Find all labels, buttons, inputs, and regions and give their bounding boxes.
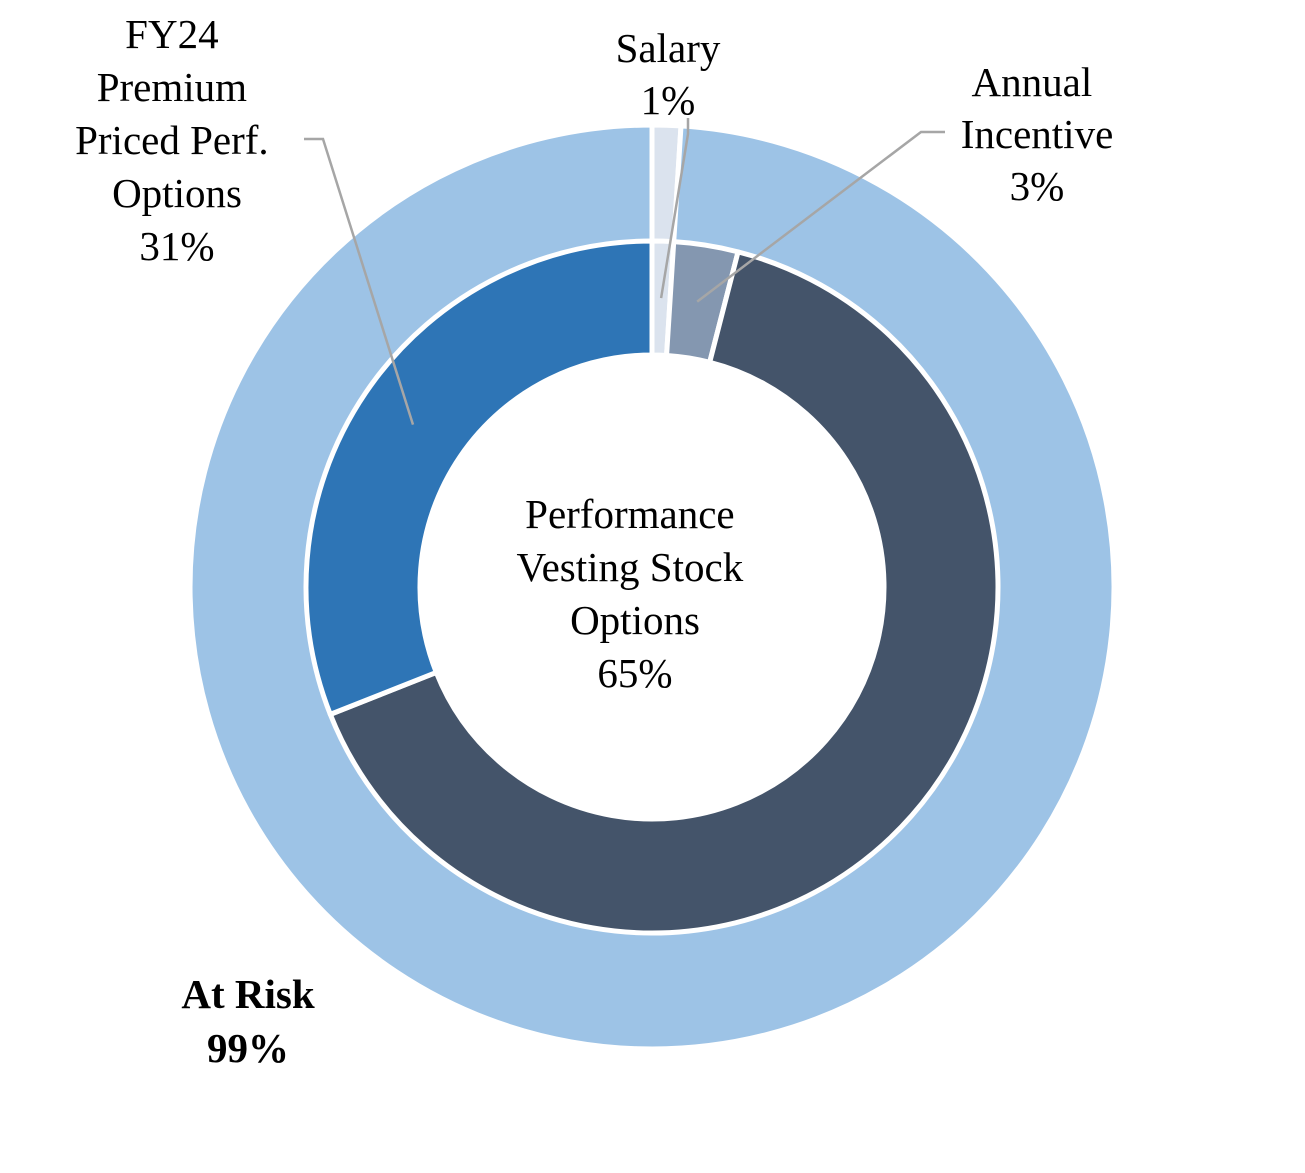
leader-line-salary [659,118,690,299]
label-annual-incentive: Annual Incentive [961,59,1114,157]
label-salary: Salary [616,25,721,71]
leader-lines [304,118,945,425]
value-salary: 1% [641,77,696,123]
label-at-risk: At Risk [181,971,314,1017]
value-premium-options: 31% [139,223,214,269]
value-annual-incentive: 3% [1010,163,1065,209]
leader-line-premium-options [304,137,415,425]
label-performance-vesting: Performance Vesting Stock Options [517,491,754,643]
value-performance-vesting: 65% [597,650,672,696]
inner-slice-performance-vesting-stock-options [327,249,1001,936]
label-premium-options: FY24 Premium Priced Perf. Options [75,11,279,216]
value-at-risk: 99% [207,1025,289,1071]
leader-line-annual-incentive [696,130,945,303]
